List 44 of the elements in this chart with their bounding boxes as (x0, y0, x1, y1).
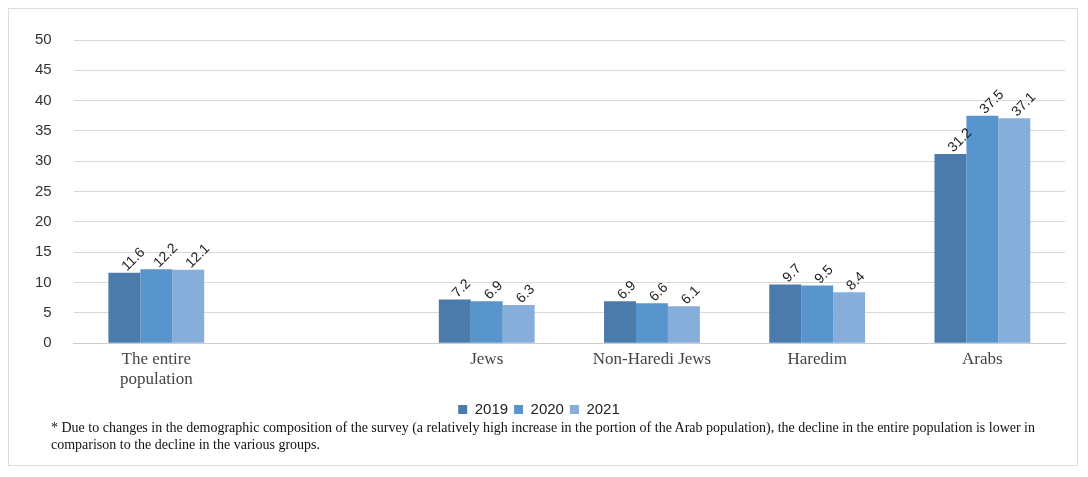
data-label: 9.7 (778, 260, 804, 286)
y-tick-label: 45 (35, 60, 52, 78)
y-tick-label: 0 (43, 333, 52, 351)
x-tick-label: The entire population (119, 348, 194, 389)
y-tick-label: 20 (35, 212, 52, 230)
y-tick-label: 10 (35, 272, 52, 290)
bar (801, 285, 834, 343)
bar (667, 306, 700, 343)
bar (502, 305, 535, 343)
data-label: 6.9 (613, 276, 639, 303)
x-tick-label: Arabs (962, 348, 1003, 368)
data-label: 6.6 (645, 278, 671, 305)
legend-label: 2019 (474, 399, 509, 417)
bar (438, 299, 471, 343)
bar (934, 154, 967, 343)
legend-label: 2020 (530, 399, 564, 417)
text: * Due to changes in the demographic composition of the survey (a relatively high increase in the portion of the Arab population), the decline in the entire population is lower in comparison to the decline in the various groups. (50, 419, 1036, 453)
data-label: 9.5 (810, 261, 836, 287)
y-tick-label: 50 (35, 30, 52, 48)
y-tick-label: 25 (35, 181, 52, 199)
y-tick-label: 5 (43, 303, 52, 321)
data-label: 6.9 (480, 276, 506, 303)
bar (470, 301, 503, 343)
y-tick-label: 15 (35, 242, 52, 260)
x-tick-label: Haredim (787, 348, 847, 368)
bar (635, 303, 668, 343)
bar (604, 301, 636, 343)
bar (140, 269, 173, 343)
y-tick-label: 35 (35, 121, 52, 139)
bar (769, 284, 802, 343)
bar (108, 272, 141, 343)
data-label: 6.1 (677, 281, 703, 308)
data-label: 8.4 (842, 267, 868, 294)
x-tick-label: Jews (470, 348, 504, 368)
y-tick-label: 30 (35, 151, 52, 169)
legend-label: 2021 (586, 399, 620, 417)
y-tick-label: 40 (35, 90, 52, 108)
data-label: 7.2 (448, 275, 474, 301)
data-label: 37.1 (1007, 88, 1039, 120)
bar (172, 269, 205, 343)
bar (998, 118, 1031, 343)
x-tick-label: Non-Haredi Jews (592, 348, 712, 368)
data-label: 6.3 (512, 280, 538, 306)
bar (833, 292, 866, 343)
